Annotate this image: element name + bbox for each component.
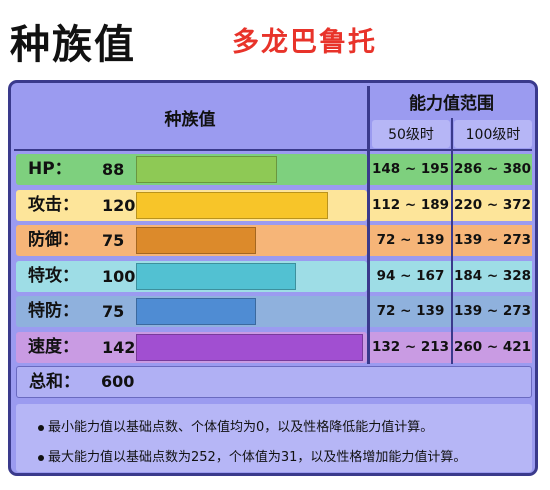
range-lv100: 286 ~ 380 bbox=[453, 154, 532, 185]
stat-value: 120 bbox=[102, 196, 136, 215]
range-lv100: 139 ~ 273 bbox=[453, 225, 532, 256]
stat-row: HP： 88 bbox=[16, 154, 367, 185]
stat-label: 攻击： bbox=[28, 195, 79, 215]
notes-box: 最小能力值以基础点数、个体值均为0，以及性格降低能力值计算。 最大能力值以基础点… bbox=[16, 404, 532, 472]
stat-label: HP： bbox=[28, 159, 72, 179]
stat-value: 75 bbox=[102, 231, 125, 250]
level-50-header: 50级时 bbox=[372, 120, 450, 148]
total-value: 600 bbox=[101, 372, 135, 391]
page-title: 种族值 bbox=[10, 22, 136, 68]
stat-bar bbox=[136, 334, 363, 361]
stat-value: 88 bbox=[102, 160, 125, 179]
range-lv50: 112 ~ 189 bbox=[370, 190, 451, 221]
range-lv50: 72 ~ 139 bbox=[370, 296, 451, 327]
stat-label: 速度： bbox=[28, 337, 79, 357]
stat-row: 特防： 75 bbox=[16, 296, 367, 327]
stat-label: 防御： bbox=[28, 230, 79, 250]
range-lv100: 220 ~ 372 bbox=[453, 190, 532, 221]
stat-value: 75 bbox=[102, 302, 125, 321]
column-divider bbox=[451, 118, 453, 364]
note-max-text: 最大能力值以基础点数为252，个体值为31，以及性格增加能力值计算。 bbox=[48, 450, 467, 465]
stat-value: 142 bbox=[102, 338, 136, 357]
stat-row: 攻击： 120 bbox=[16, 190, 367, 221]
range-lv50: 72 ~ 139 bbox=[370, 225, 451, 256]
bullet-icon bbox=[38, 454, 44, 461]
range-lv100: 184 ~ 328 bbox=[453, 261, 532, 292]
range-lv50: 132 ~ 213 bbox=[370, 332, 451, 363]
range-lv50: 148 ~ 195 bbox=[370, 154, 451, 185]
stat-value: 100 bbox=[102, 267, 136, 286]
column-divider bbox=[367, 86, 370, 364]
stat-label: 特攻： bbox=[28, 266, 79, 286]
stat-bar bbox=[136, 263, 296, 290]
header-divider bbox=[14, 149, 532, 151]
level-100-header: 100级时 bbox=[454, 120, 532, 148]
total-row: 总和： 600 bbox=[16, 366, 532, 398]
stat-bar bbox=[136, 227, 256, 254]
range-lv100: 260 ~ 421 bbox=[453, 332, 532, 363]
stat-bar bbox=[136, 156, 277, 183]
base-stats-header: 种族值 bbox=[164, 109, 216, 130]
total-label: 总和： bbox=[29, 372, 80, 392]
stat-row: 速度： 142 bbox=[16, 332, 367, 363]
stat-bar bbox=[136, 298, 256, 325]
range-lv50: 94 ~ 167 bbox=[370, 261, 451, 292]
note-max: 最大能力值以基础点数为252，个体值为31，以及性格增加能力值计算。 bbox=[38, 446, 466, 465]
note-min-text: 最小能力值以基础点数、个体值均为0，以及性格降低能力值计算。 bbox=[48, 420, 434, 435]
stat-label: 特防： bbox=[28, 301, 79, 321]
stat-bar bbox=[136, 192, 328, 219]
range-lv100: 139 ~ 273 bbox=[453, 296, 532, 327]
pokemon-name: 多龙巴鲁托 bbox=[232, 27, 377, 58]
stat-row: 特攻： 100 bbox=[16, 261, 367, 292]
note-min: 最小能力值以基础点数、个体值均为0，以及性格降低能力值计算。 bbox=[38, 416, 433, 435]
stat-range-header: 能力值范围 bbox=[409, 93, 494, 114]
bullet-icon bbox=[38, 424, 44, 431]
stat-row: 防御： 75 bbox=[16, 225, 367, 256]
